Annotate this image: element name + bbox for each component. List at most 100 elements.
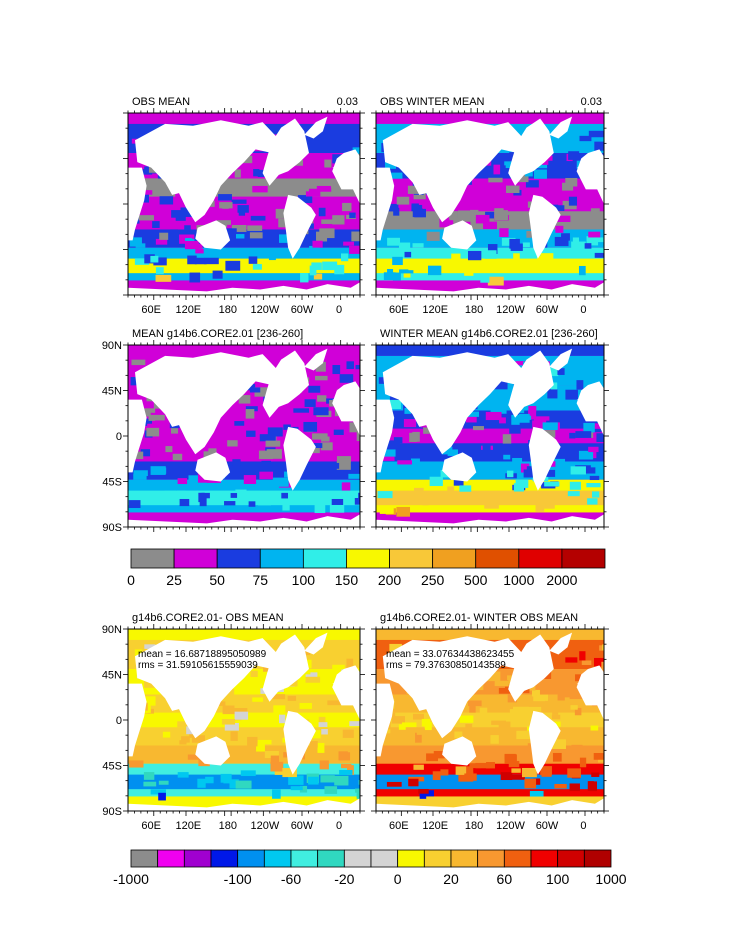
field-cell [486, 689, 497, 695]
field-cell [148, 416, 155, 421]
field-cell [520, 463, 530, 473]
colorbar-label: -60 [281, 871, 301, 887]
field-cell [545, 155, 553, 161]
field-cell [321, 219, 337, 224]
x-tick-label: 0 [336, 820, 342, 832]
field-cell [309, 265, 317, 276]
field-cell [464, 773, 477, 781]
land-mask [195, 452, 231, 482]
field-cell [587, 498, 598, 505]
field-cell [391, 716, 405, 724]
field-cell [150, 466, 166, 475]
field-cell [509, 238, 520, 249]
field-cell [422, 501, 429, 506]
field-cell [172, 453, 183, 461]
field-cell [525, 180, 539, 188]
field-cell [528, 410, 537, 420]
field-cell [578, 450, 594, 460]
field-cell [524, 169, 533, 177]
field-cell [407, 185, 422, 194]
colorbar-label: 250 [421, 572, 445, 588]
land-mask [376, 167, 395, 241]
colorbar-swatch [583, 849, 612, 868]
field-cell [272, 477, 289, 487]
lat-band [128, 345, 360, 356]
x-tick-label: 120W [251, 820, 280, 832]
field-cell [455, 766, 467, 775]
colorbar-swatch [210, 849, 239, 868]
field-cell [480, 275, 490, 283]
field-cell [522, 242, 530, 248]
field-cell [195, 248, 204, 254]
field-cell [252, 264, 262, 270]
field-cell [453, 477, 464, 486]
field-cell [152, 221, 160, 228]
colorbar-swatch [389, 548, 434, 569]
y-tick-label: 0 [116, 715, 122, 727]
field-cell [427, 265, 442, 276]
field-cell [334, 775, 349, 786]
field-cell [457, 210, 471, 219]
field-cell [467, 250, 482, 261]
field-cell [129, 237, 142, 247]
field-cell [398, 724, 406, 730]
colorbar-swatch [130, 548, 175, 569]
field-cell [551, 714, 561, 720]
field-cell [313, 273, 323, 280]
field-cell [259, 434, 276, 442]
land-mask [508, 118, 554, 186]
field-cell [588, 446, 599, 453]
field-cell [273, 188, 289, 195]
field-cell [339, 769, 353, 775]
field-cell [216, 701, 226, 706]
field-cell [447, 486, 455, 496]
field-cell [576, 380, 584, 390]
colorbar-label: 200 [378, 572, 402, 588]
map-field [376, 345, 604, 527]
field-cell [396, 506, 411, 517]
field-cell [487, 491, 503, 499]
field-cell [336, 460, 351, 470]
colorbar-swatch [302, 548, 347, 569]
field-cell [160, 182, 173, 189]
field-cell [265, 440, 281, 447]
field-cell [557, 368, 565, 375]
field-cell [330, 180, 341, 188]
field-cell [187, 754, 204, 760]
colorbar-label: 60 [497, 871, 513, 887]
field-cell [404, 218, 413, 224]
field-cell [358, 492, 360, 503]
field-cell [175, 211, 186, 221]
field-cell [258, 450, 273, 460]
field-cell [252, 185, 268, 193]
field-cell [141, 408, 156, 413]
field-cell [390, 172, 403, 179]
field-cell [570, 466, 586, 475]
field-cell [315, 361, 326, 372]
colorbar-swatch [370, 849, 399, 868]
land-mask [382, 120, 522, 223]
field-cell [398, 242, 411, 251]
field-cell [491, 380, 508, 390]
field-cell [518, 259, 535, 266]
field-cell [358, 779, 360, 785]
field-cell [456, 249, 468, 257]
field-cell [177, 772, 189, 778]
field-cell [250, 215, 266, 221]
field-cell [177, 721, 189, 728]
field-cell [571, 744, 583, 753]
field-cell [245, 406, 258, 412]
field-cell [393, 437, 403, 444]
land-mask [283, 710, 316, 775]
field-cell [378, 377, 388, 384]
field-cell [327, 700, 341, 706]
field-cell [490, 735, 499, 744]
field-cell [486, 762, 495, 769]
field-cell [305, 188, 321, 197]
x-tick-label: 60E [141, 820, 161, 832]
field-cell [587, 781, 594, 791]
field-cell [562, 182, 574, 191]
field-cell [254, 387, 268, 397]
y-tick-label: 90N [102, 624, 122, 636]
x-tick-label: 120W [496, 304, 525, 316]
